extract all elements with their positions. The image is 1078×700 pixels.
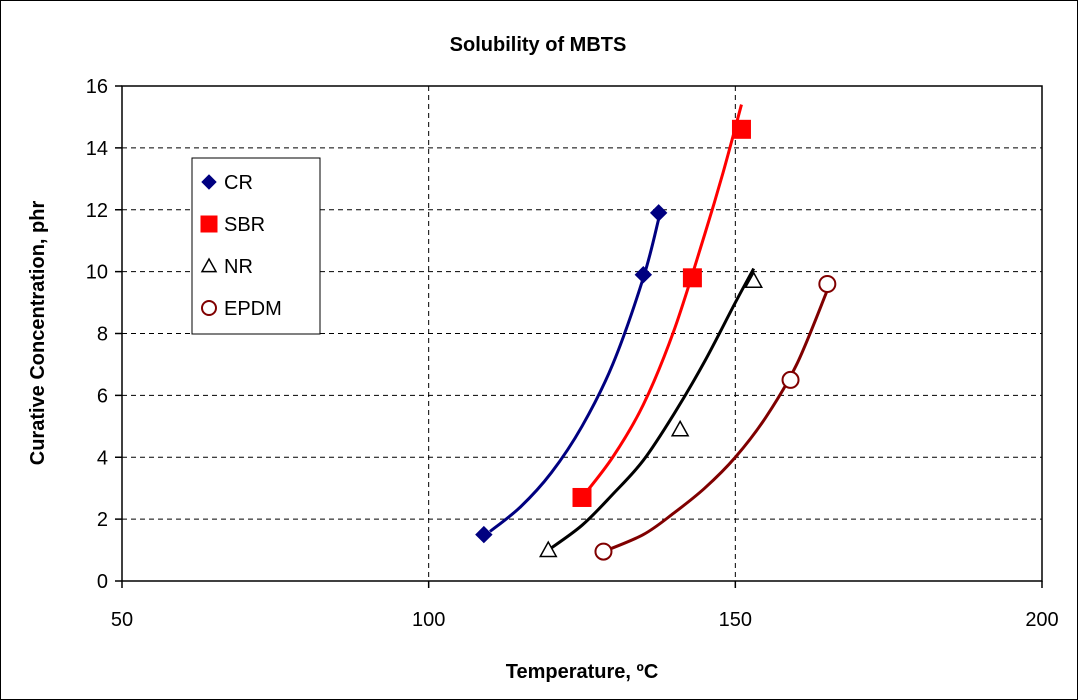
y-tick-label: 14 bbox=[86, 138, 108, 160]
x-axis-title: Temperature, ºC bbox=[506, 661, 659, 683]
x-tick-label: 200 bbox=[1025, 609, 1058, 631]
trendline-nr bbox=[547, 267, 756, 552]
trendline-epdm bbox=[602, 289, 829, 553]
data-point-nr bbox=[744, 271, 764, 289]
x-tick-label: 150 bbox=[719, 609, 752, 631]
series-epdm bbox=[594, 275, 837, 561]
series-sbr bbox=[572, 104, 751, 507]
y-axis: 0 2 4 6 8 10 12 14 16 bbox=[86, 76, 122, 593]
legend: CR SBR NR EPDM bbox=[191, 157, 321, 335]
data-point-epdm bbox=[781, 370, 800, 389]
series-layer bbox=[475, 104, 837, 561]
data-point-sbr bbox=[682, 268, 702, 288]
trendline-cr bbox=[489, 218, 661, 533]
trendline-sbr bbox=[580, 104, 743, 499]
y-tick-label: 0 bbox=[97, 571, 108, 593]
legend-marker-sbr bbox=[200, 215, 218, 233]
data-point-sbr bbox=[731, 119, 751, 139]
series-cr bbox=[475, 204, 668, 544]
legend-label-nr: NR bbox=[224, 256, 253, 278]
y-tick-label: 12 bbox=[86, 200, 108, 222]
y-tick-label: 16 bbox=[86, 76, 108, 98]
legend-marker-cr bbox=[201, 174, 217, 190]
y-tick-label: 8 bbox=[97, 324, 108, 346]
y-tick-label: 6 bbox=[97, 385, 108, 407]
legend-label-sbr: SBR bbox=[224, 214, 265, 236]
x-tick-label: 100 bbox=[412, 609, 445, 631]
chart-title: Solubility of MBTS bbox=[450, 34, 627, 56]
data-point-epdm bbox=[594, 542, 613, 561]
legend-marker-epdm bbox=[201, 300, 217, 316]
data-point-cr bbox=[475, 525, 493, 544]
legend-label-cr: CR bbox=[224, 172, 253, 194]
data-point-nr bbox=[670, 419, 690, 437]
x-tick-label: 50 bbox=[111, 609, 133, 631]
data-point-cr bbox=[649, 204, 668, 222]
y-tick-label: 2 bbox=[97, 509, 108, 531]
x-axis: 50 100 150 200 bbox=[111, 581, 1059, 631]
data-point-cr bbox=[634, 266, 653, 284]
y-axis-title: Curative Concentration, phr bbox=[27, 201, 49, 466]
y-tick-label: 4 bbox=[97, 447, 108, 469]
legend-marker-nr bbox=[200, 257, 218, 273]
data-point-nr bbox=[538, 540, 558, 558]
y-tick-label: 10 bbox=[86, 262, 108, 284]
data-point-epdm bbox=[818, 275, 837, 293]
data-point-sbr bbox=[572, 487, 592, 507]
series-nr bbox=[538, 267, 764, 558]
legend-label-epdm: EPDM bbox=[224, 298, 282, 320]
